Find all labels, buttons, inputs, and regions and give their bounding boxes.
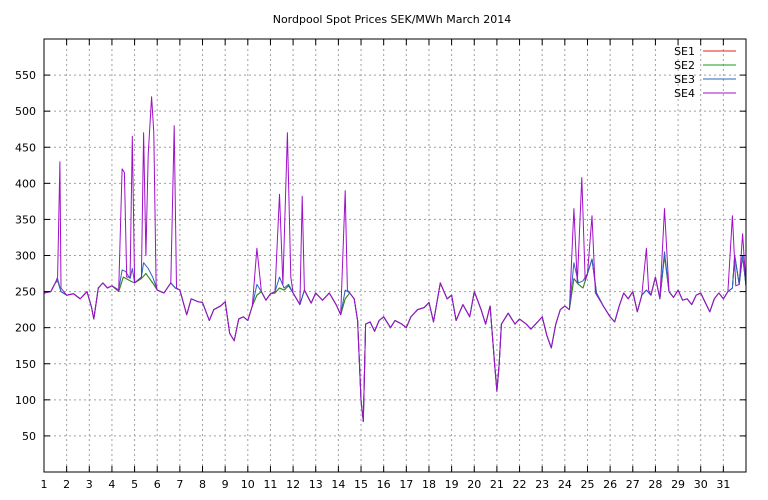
legend-label: SE2 (674, 59, 695, 72)
x-tick-label: 23 (535, 478, 549, 491)
series-line-se3 (43, 251, 747, 422)
x-tick-label: 30 (694, 478, 708, 491)
series-lines (43, 96, 747, 422)
y-tick-label: 250 (15, 286, 36, 299)
x-tick-label: 27 (626, 478, 640, 491)
x-tick-label: 14 (331, 478, 345, 491)
y-axis-ticks: 50 100 150 200 250 300 350 400 450 500 550 (15, 69, 746, 443)
x-tick-label: 28 (648, 478, 662, 491)
x-tick-label: 21 (490, 478, 504, 491)
x-tick-label: 20 (467, 478, 481, 491)
y-tick-label: 350 (15, 213, 36, 226)
x-tick-label: 2 (63, 478, 70, 491)
x-tick-label: 17 (399, 478, 413, 491)
y-tick-label: 500 (15, 105, 36, 118)
y-tick-label: 150 (15, 358, 36, 371)
x-tick-label: 22 (513, 478, 527, 491)
x-tick-label: 6 (154, 478, 161, 491)
series-line-se4 (43, 96, 747, 422)
x-tick-label: 12 (286, 478, 300, 491)
x-tick-label: 10 (241, 478, 255, 491)
x-tick-label: 3 (86, 478, 93, 491)
x-tick-label: 11 (263, 478, 277, 491)
x-tick-label: 1 (41, 478, 48, 491)
chart-title: Nordpool Spot Prices SEK/MWh March 2014 (273, 13, 512, 26)
legend-label: SE1 (674, 45, 695, 58)
series-line-se1 (43, 255, 747, 422)
x-tick-label: 19 (445, 478, 459, 491)
y-tick-label: 550 (15, 69, 36, 82)
x-tick-label: 31 (716, 478, 730, 491)
x-tick-label: 4 (108, 478, 115, 491)
x-tick-label: 9 (222, 478, 229, 491)
grid-lines (43, 39, 746, 472)
x-tick-label: 13 (309, 478, 323, 491)
y-tick-label: 300 (15, 250, 36, 263)
y-tick-label: 400 (15, 177, 36, 190)
legend-label: SE4 (674, 87, 695, 100)
x-axis-ticks: 1 2 3 4 5 6 7 8 9 10 11 12 13 14 15 16 17 18 19 20 21 22 23 24 2… (41, 39, 730, 491)
x-tick-label: 8 (199, 478, 206, 491)
x-tick-label: 15 (354, 478, 368, 491)
y-tick-label: 450 (15, 141, 36, 154)
x-tick-label: 18 (422, 478, 436, 491)
x-tick-label: 29 (671, 478, 685, 491)
x-tick-label: 25 (580, 478, 594, 491)
x-tick-label: 26 (603, 478, 617, 491)
y-tick-label: 50 (22, 430, 36, 443)
x-tick-label: 24 (558, 478, 572, 491)
x-tick-label: 16 (377, 478, 391, 491)
series-line-se2 (43, 255, 747, 422)
x-tick-label: 5 (131, 478, 138, 491)
legend-label: SE3 (674, 73, 695, 86)
y-tick-label: 100 (15, 394, 36, 407)
x-tick-label: 7 (176, 478, 183, 491)
y-tick-label: 200 (15, 322, 36, 335)
